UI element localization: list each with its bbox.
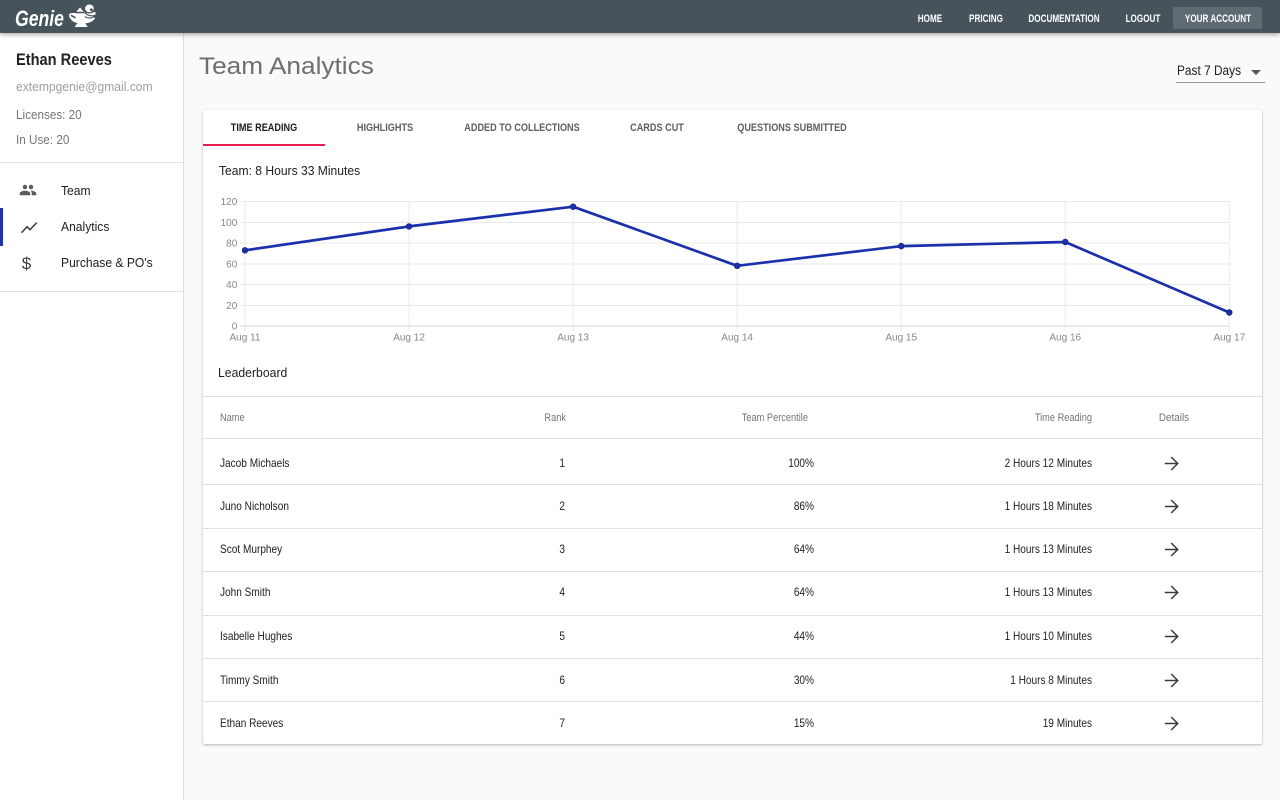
svg-text:Aug 16: Aug 16 [1049, 332, 1081, 343]
svg-text:0: 0 [232, 321, 238, 332]
svg-text:Aug 12: Aug 12 [393, 332, 425, 343]
svg-text:120: 120 [221, 197, 238, 208]
svg-text:Aug 15: Aug 15 [885, 332, 917, 343]
svg-text:100: 100 [221, 218, 238, 229]
svg-text:60: 60 [226, 259, 238, 270]
svg-text:Aug 17: Aug 17 [1213, 332, 1245, 343]
svg-text:Aug 11: Aug 11 [230, 332, 261, 343]
svg-text:Aug 13: Aug 13 [557, 332, 589, 343]
svg-text:40: 40 [226, 280, 238, 291]
svg-text:20: 20 [226, 301, 238, 312]
svg-text:80: 80 [226, 238, 238, 249]
svg-text:Aug 14: Aug 14 [721, 332, 753, 343]
